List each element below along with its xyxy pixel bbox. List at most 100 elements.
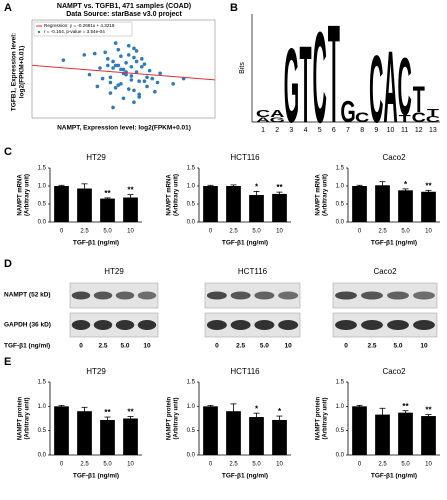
- scatter-point: [111, 59, 115, 64]
- blot-band: [278, 320, 299, 330]
- y-tick-label: 1.0: [187, 404, 196, 410]
- bar: [352, 406, 367, 455]
- scatter-point: [132, 88, 136, 93]
- y-tick-label: 1.5: [187, 166, 196, 172]
- x-tick-label: 2: [275, 127, 279, 134]
- y-tick-label: 0.0: [187, 453, 196, 459]
- x-tick-label: 0: [358, 462, 362, 468]
- scatter-point: [111, 66, 115, 70]
- y-axis-label: NAMPT protein: [316, 397, 322, 441]
- scatter-point: [142, 62, 147, 66]
- significance-mark: **: [425, 406, 432, 415]
- x-tick-label: 0: [358, 229, 362, 235]
- scatter-point: [126, 87, 131, 91]
- bar: [100, 198, 115, 222]
- bar: [375, 414, 390, 455]
- y-axis-label: (Arbitrary unit): [323, 397, 329, 439]
- blot-band: [230, 320, 251, 330]
- bar: [398, 412, 413, 455]
- y-tick-label: 1.0: [38, 184, 47, 190]
- logo-letter: C: [412, 110, 426, 125]
- scatter-point: [129, 78, 134, 82]
- significance-mark: **: [276, 183, 283, 192]
- logo-letter: C: [397, 40, 411, 132]
- x-tick-label: 10: [387, 127, 395, 134]
- x-tick-label: 6: [332, 127, 336, 134]
- blot-band: [93, 291, 113, 300]
- scatter-point: [95, 84, 100, 89]
- significance-mark: **: [104, 408, 111, 417]
- lane-label: 2.5: [236, 343, 245, 350]
- x-tick-label: 5.0: [252, 229, 261, 235]
- scatter-point: [113, 41, 118, 45]
- y-tick-label: 0.0: [336, 453, 345, 459]
- significance-mark: **: [402, 402, 409, 411]
- trend-line: [31, 64, 216, 81]
- y-tick-label: 0.5: [336, 202, 345, 208]
- scatter-point: [140, 57, 144, 61]
- x-tick-label: 5.0: [401, 229, 410, 235]
- y-tick-label: 0.0: [38, 453, 47, 459]
- bar: [352, 186, 367, 222]
- logo-letter: A: [383, 29, 397, 144]
- scatter-point: [134, 70, 139, 74]
- blot-band: [230, 291, 251, 300]
- lane-label: 5.0: [260, 343, 269, 350]
- lane-label: 10: [285, 343, 293, 350]
- y-tick-label: 1.0: [38, 404, 47, 410]
- scatter-point: [142, 79, 147, 83]
- bar: [77, 411, 92, 455]
- x-tick-label: 5.0: [401, 462, 410, 468]
- blot-band: [413, 320, 435, 330]
- x-tick-label: 12: [415, 127, 423, 134]
- y-tick-label: 0.0: [38, 220, 47, 226]
- logo-letter: C: [256, 109, 270, 120]
- x-tick-label: 0: [209, 229, 213, 235]
- scatter-point: [155, 80, 160, 85]
- y-axis-label: NAMPT mRNA: [316, 174, 322, 216]
- scatter-point: [108, 80, 113, 85]
- logo-letter: A: [256, 116, 271, 123]
- lane-label: 2.5: [98, 343, 107, 350]
- blot-band: [206, 291, 227, 300]
- significance-mark: *: [278, 407, 282, 416]
- x-axis-label: TGF-β1 (ng/ml): [73, 473, 119, 480]
- panel-label: D: [4, 258, 12, 270]
- scatter-point: [150, 76, 155, 81]
- y-axis-label: NAMPT protein: [167, 397, 173, 441]
- bar: [77, 188, 92, 222]
- chart-subtitle: Data Source: starBase v3.0 project: [66, 11, 182, 18]
- bar: [421, 191, 436, 222]
- blot-row-label: GAPDH (36 kD): [4, 322, 51, 329]
- y-tick-label: 0.5: [38, 202, 47, 208]
- scatter-point: [132, 55, 136, 60]
- blot-band: [278, 291, 299, 300]
- logo-letter: G: [270, 116, 285, 123]
- chart-title: HT29: [86, 153, 106, 162]
- x-tick-label: 0: [60, 229, 64, 235]
- x-tick-label: 2.5: [378, 229, 387, 235]
- blot-treatment-label: TGF-β1 (ng/ml): [4, 343, 50, 350]
- scatter-point: [119, 54, 123, 59]
- bar: [272, 419, 287, 455]
- scatter-point: [100, 76, 105, 81]
- x-tick-label: 4: [304, 127, 308, 134]
- y-tick-label: 0.0: [336, 220, 345, 226]
- bar: [123, 418, 138, 455]
- y-tick-label: 1.5: [336, 166, 345, 172]
- legend-swatch: [37, 30, 41, 34]
- bar: [421, 416, 436, 455]
- scatter-point: [145, 84, 149, 89]
- scatter-point: [116, 47, 121, 52]
- x-tick-label: 5: [318, 127, 322, 134]
- blot-band: [335, 291, 357, 300]
- x-tick-label: 5.0: [103, 229, 112, 235]
- scatter-point: [134, 49, 139, 53]
- lane-label: 5.0: [120, 343, 129, 350]
- scatter-point: [129, 74, 134, 78]
- blot-band: [71, 291, 91, 300]
- x-tick-label: 11: [401, 127, 408, 134]
- chart-title: HCT116: [230, 367, 260, 376]
- x-tick-label: 2.5: [378, 462, 387, 468]
